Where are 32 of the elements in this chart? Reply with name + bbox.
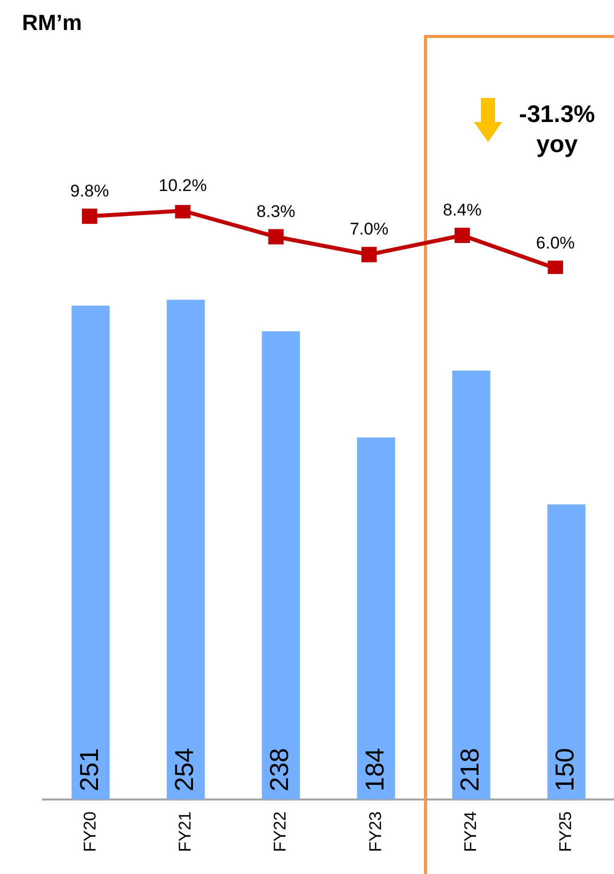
x-tick-label: FY23	[366, 811, 385, 852]
data-label: 254	[168, 748, 199, 792]
x-tick-label: FY20	[80, 811, 100, 852]
data-label: 150	[550, 748, 580, 792]
x-tick-label: FY25	[556, 811, 576, 852]
x-tick-label: FY21	[175, 811, 194, 852]
point	[175, 205, 190, 218]
bar	[547, 504, 586, 800]
point	[82, 208, 98, 224]
data-label: 251	[74, 748, 104, 792]
x-tick-label: FY22	[270, 811, 290, 852]
point	[268, 229, 284, 244]
data-label: 8.3%	[256, 202, 296, 221]
data-label: 184	[359, 748, 390, 792]
x-tick-label: FY24	[460, 811, 480, 852]
text: -31.3% yoy	[518, 100, 596, 160]
bar	[72, 306, 110, 800]
data-label: 238	[264, 748, 294, 792]
point	[454, 228, 470, 244]
data-label: 9.8%	[70, 181, 109, 200]
bar	[166, 300, 205, 800]
data-label: 8.4%	[442, 200, 482, 220]
bar	[452, 370, 490, 800]
text: RM’m	[22, 9, 83, 37]
point	[361, 246, 377, 262]
point	[548, 260, 564, 274]
bar	[262, 331, 300, 800]
data-label: 10.2%	[158, 176, 207, 195]
data-label: 218	[454, 748, 484, 792]
data-label: 6.0%	[536, 233, 575, 252]
bar	[357, 437, 396, 800]
data-label: 7.0%	[350, 220, 388, 239]
